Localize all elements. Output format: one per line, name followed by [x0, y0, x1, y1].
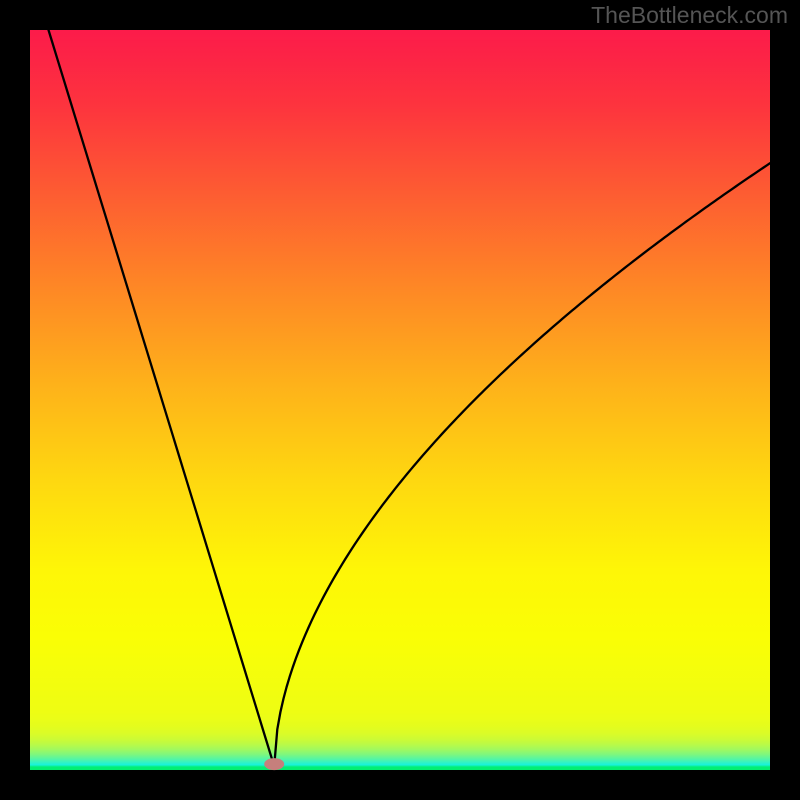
optimal-point-marker [264, 758, 284, 770]
bottleneck-chart [0, 0, 800, 800]
chart-background [30, 30, 770, 770]
